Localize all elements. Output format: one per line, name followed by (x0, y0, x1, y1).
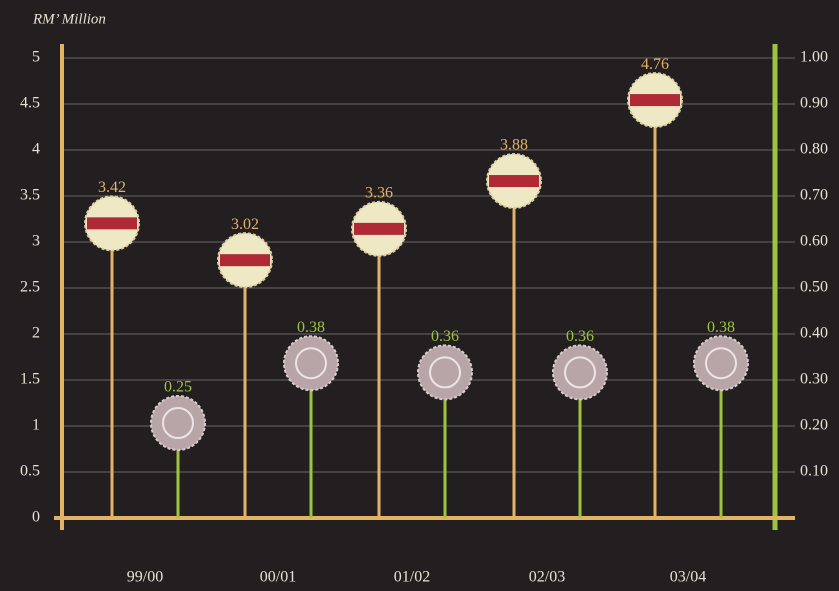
x-tick-label: 02/03 (529, 569, 565, 586)
x-tick-label: 00/01 (260, 569, 296, 586)
lollipop (284, 336, 338, 518)
lollipop (553, 345, 607, 518)
y-tick-label: 4.5 (20, 95, 40, 112)
y-tick-label: 2.5 (20, 279, 40, 296)
lollipop (694, 336, 748, 518)
y-tick-label: 4 (32, 141, 40, 158)
cap-head (418, 345, 472, 399)
lollipop (628, 73, 682, 518)
y-tick-label: 2 (32, 325, 40, 342)
cap-band (87, 217, 137, 229)
y-tick-label: 0.5 (20, 463, 40, 480)
y2-tick-label: 0.80 (800, 141, 828, 158)
x-tick-label: 99/00 (127, 569, 163, 586)
y2-tick-label: 0.30 (800, 371, 828, 388)
y-tick-label: 1 (32, 417, 40, 434)
cap-band (220, 254, 270, 266)
cap-band (630, 94, 680, 106)
data-label: 3.02 (231, 216, 259, 233)
x-tick-label: 01/02 (394, 569, 430, 586)
y-tick-label: 1.5 (20, 371, 40, 388)
data-label: 0.25 (164, 379, 192, 396)
cap-head (553, 345, 607, 399)
y-tick-label: 5 (32, 49, 40, 66)
lollipop (218, 233, 272, 518)
y2-tick-label: 0.70 (800, 187, 828, 204)
cap-head (284, 336, 338, 390)
data-label: 0.38 (707, 319, 735, 336)
y-tick-label: 3.5 (20, 187, 40, 204)
cap-band (354, 223, 404, 235)
y2-tick-label: 0.60 (800, 233, 828, 250)
lollipop (151, 396, 205, 518)
data-label: 3.88 (500, 137, 528, 154)
cap-band (489, 175, 539, 187)
y2-tick-label: 1.00 (800, 49, 828, 66)
y-tick-label: 3 (32, 233, 40, 250)
data-label: 0.38 (297, 319, 325, 336)
y2-tick-label: 0.20 (800, 417, 828, 434)
data-label: 4.76 (641, 56, 669, 73)
y2-tick-label: 0.40 (800, 325, 828, 342)
x-tick-label: 03/04 (670, 569, 706, 586)
lollipop (418, 345, 472, 518)
lollipop (352, 202, 406, 518)
y2-tick-label: 0.10 (800, 463, 828, 480)
y-tick-label: 0 (32, 509, 40, 526)
cap-head (694, 336, 748, 390)
y2-tick-label: 0.90 (800, 95, 828, 112)
data-label: 3.36 (365, 185, 393, 202)
data-label: 3.42 (98, 179, 126, 196)
y2-tick-label: 0.50 (800, 279, 828, 296)
lollipop (487, 154, 541, 518)
y-axis-label: RM’ Million (32, 11, 106, 27)
data-label: 0.36 (566, 328, 594, 345)
lollipop (85, 196, 139, 518)
chart: RM’ Million 0 0.5 1 1.5 2 2.5 3 3.5 4 4.5 5 0.10 0.2… (0, 0, 839, 591)
data-label: 0.36 (431, 328, 459, 345)
cap-head (151, 396, 205, 450)
